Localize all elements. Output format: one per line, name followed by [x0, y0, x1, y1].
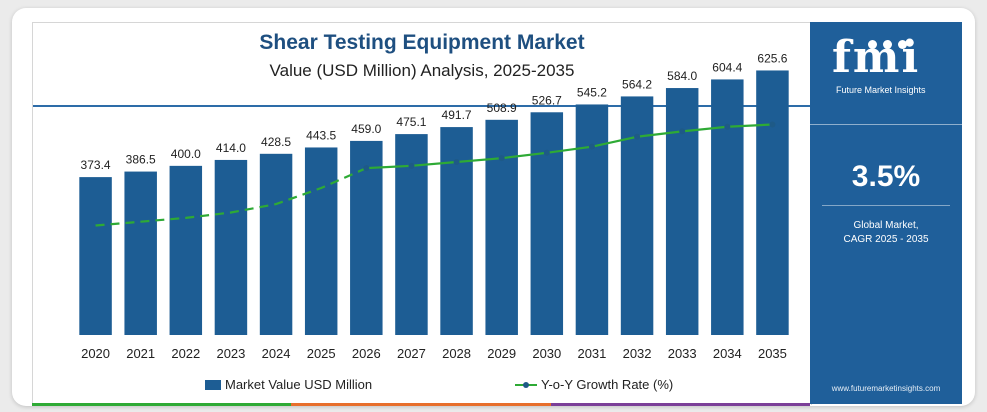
cagr-label: Global Market, CAGR 2025 - 2035 — [810, 219, 962, 247]
bar-value-label-2026: 459.0 — [351, 122, 381, 136]
strip-segment-purple — [550, 403, 810, 406]
growth-point-2032 — [634, 133, 641, 140]
legend-line-label: Y-o-Y Growth Rate (%) — [541, 377, 674, 392]
color-strip — [32, 403, 810, 406]
chart-plot: 373.4 2020 386.5 2021 400.0 2022 414.0 2023 428.… — [79, 51, 789, 361]
growth-point-2035 — [769, 121, 776, 128]
title-divider — [33, 105, 811, 107]
bar-value-label-2025: 443.5 — [306, 128, 336, 142]
bar-2022 — [169, 165, 203, 335]
x-tick-label-2026: 2026 — [352, 346, 381, 361]
x-tick-label-2028: 2028 — [442, 346, 471, 361]
x-tick-label-2031: 2031 — [577, 346, 606, 361]
x-tick-label-2027: 2027 — [397, 346, 426, 361]
growth-point-2027 — [408, 162, 415, 169]
bar-2026 — [350, 140, 383, 335]
cagr-label-line1: Global Market, — [853, 220, 919, 231]
growth-line-solid — [366, 123, 773, 170]
bar-value-label-2030: 526.7 — [532, 93, 562, 107]
legend-line-swatch — [515, 380, 537, 390]
legend-item-growth-rate: Y-o-Y Growth Rate (%) — [515, 377, 673, 392]
chart-frame: Shear Testing Equipment Market Value (US… — [32, 22, 812, 405]
bar-value-label-2029: 508.9 — [487, 101, 517, 115]
growth-line-dashed — [95, 167, 367, 227]
x-tick-label-2033: 2033 — [668, 346, 697, 361]
chart-card: Shear Testing Equipment Market Value (US… — [12, 8, 975, 406]
bar-2023 — [214, 159, 248, 335]
growth-point-2031 — [588, 143, 595, 150]
bar-2031 — [575, 104, 609, 335]
growth-point-2026 — [363, 165, 370, 172]
x-tick-label-2032: 2032 — [623, 346, 652, 361]
x-tick-label-2020: 2020 — [81, 346, 110, 361]
logo-letters: fmi — [832, 32, 921, 83]
bar-2028 — [440, 127, 473, 335]
strip-segment-orange — [291, 403, 551, 406]
growth-point-2034 — [724, 123, 731, 130]
bar-value-label-2027: 475.1 — [396, 115, 426, 129]
cagr-divider — [822, 205, 950, 206]
bar-value-label-2023: 414.0 — [216, 141, 246, 155]
bar-2032 — [620, 96, 654, 335]
bar-value-label-2020: 373.4 — [81, 158, 111, 172]
growth-point-2029 — [498, 155, 505, 162]
x-tick-label-2035: 2035 — [758, 346, 787, 361]
legend-bar-swatch — [205, 379, 221, 390]
growth-point-2033 — [679, 128, 686, 135]
growth-point-2028 — [453, 158, 460, 165]
bar-2035 — [756, 70, 789, 335]
legend-item-market-value: Market Value USD Million — [205, 377, 372, 392]
x-tick-label-2030: 2030 — [532, 346, 561, 361]
bar-value-label-2035: 625.6 — [757, 51, 787, 65]
cagr-label-line2: CAGR 2025 - 2035 — [843, 234, 929, 245]
x-tick-label-2022: 2022 — [171, 346, 200, 361]
x-tick-label-2021: 2021 — [126, 346, 155, 361]
bar-2034 — [711, 79, 744, 335]
cagr-value: 3.5% — [851, 160, 921, 193]
bar-value-label-2033: 584.0 — [667, 69, 697, 83]
chart-title: Shear Testing Equipment Market — [259, 31, 585, 54]
bar-value-label-2021: 386.5 — [126, 153, 156, 167]
fmi-logo: fmi Future Market Insights — [810, 22, 962, 125]
growth-point-2030 — [543, 149, 550, 156]
bar-value-label-2032: 564.2 — [622, 77, 652, 91]
bar-2020 — [79, 177, 112, 335]
bar-value-label-2031: 545.2 — [577, 85, 607, 99]
x-tick-label-2025: 2025 — [307, 346, 336, 361]
x-tick-label-2034: 2034 — [713, 346, 742, 361]
bar-2021 — [124, 171, 157, 335]
bar-2029 — [485, 119, 518, 335]
website-url: www.futuremarketinsights.com — [831, 384, 941, 393]
logo-tagline: Future Market Insights — [836, 85, 926, 95]
bar-value-label-2024: 428.5 — [261, 135, 291, 149]
bar-2024 — [259, 153, 293, 335]
legend-bar-label: Market Value USD Million — [225, 377, 373, 392]
x-tick-label-2024: 2024 — [262, 346, 291, 361]
logo-figures-icon — [868, 36, 913, 54]
bar-value-label-2034: 604.4 — [712, 60, 742, 74]
bar-2033 — [665, 88, 699, 336]
bar-value-label-2028: 491.7 — [442, 108, 472, 122]
strip-segment-green — [32, 403, 292, 406]
bar-value-label-2022: 400.0 — [171, 147, 201, 161]
x-tick-label-2029: 2029 — [487, 346, 516, 361]
bar-2030 — [530, 112, 564, 335]
x-tick-label-2023: 2023 — [216, 346, 245, 361]
summary-panel: fmi Future Market Insights 3.5% Global M… — [810, 22, 962, 404]
bar-2025 — [304, 147, 338, 335]
chart-subtitle: Value (USD Million) Analysis, 2025-2035 — [269, 61, 575, 80]
